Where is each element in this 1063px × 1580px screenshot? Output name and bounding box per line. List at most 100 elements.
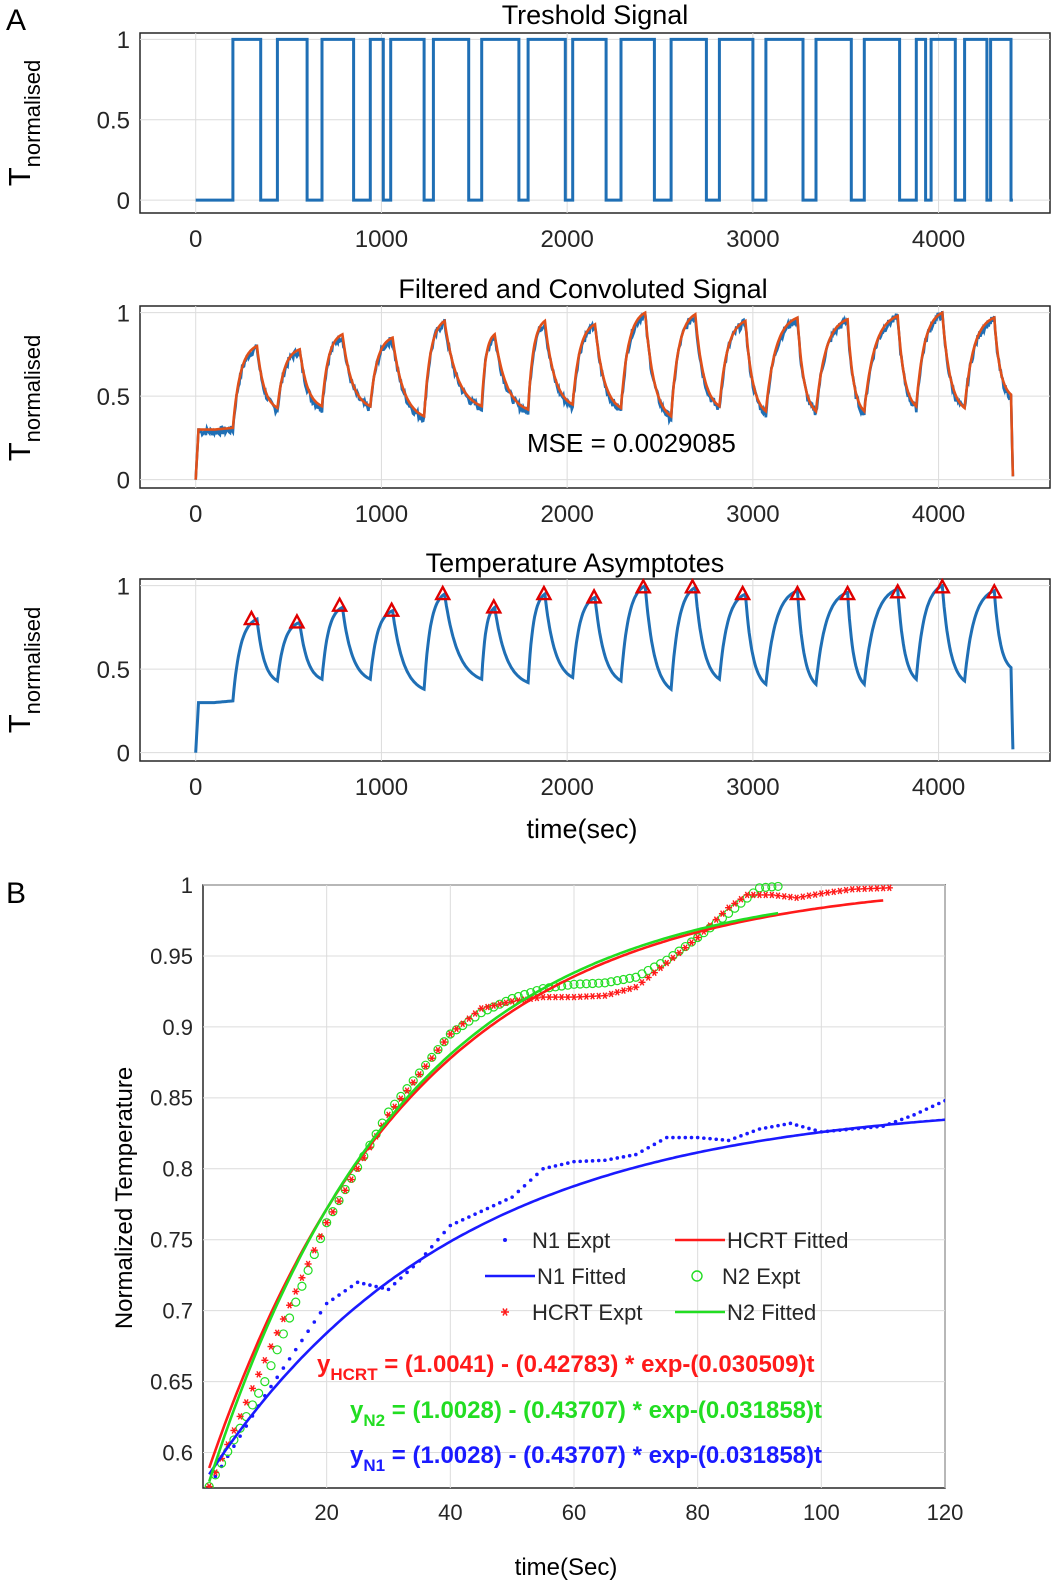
n2-expt-point — [229, 1435, 239, 1445]
n1-expt-point — [627, 1153, 632, 1158]
x-tick-label: 80 — [685, 1500, 709, 1525]
legend-label: HCRT Expt — [532, 1300, 642, 1325]
hcrt-expt-point — [619, 987, 627, 994]
y-axis-label-sub: normalised — [20, 60, 45, 168]
y-axis-label-sub: normalised — [20, 607, 45, 715]
fit-equation: yHCRT = (1.0041) - (0.42783) * exp-(0.03… — [317, 1351, 815, 1384]
x-tick-label: 60 — [562, 1500, 586, 1525]
asymptote-marker — [683, 577, 702, 594]
hcrt-expt-point — [848, 885, 856, 893]
hcrt-expt-point — [725, 904, 733, 912]
n1-expt-point — [343, 1288, 348, 1293]
n1-expt-point — [355, 1280, 360, 1285]
n2-expt-point — [587, 978, 598, 989]
x-tick-label: 0 — [189, 501, 202, 528]
n2-expt-point — [674, 946, 684, 956]
n1-expt-point — [436, 1237, 440, 1242]
n1-expt-point — [485, 1206, 490, 1211]
x-tick-label: 3000 — [726, 226, 779, 253]
hcrt-expt-point — [551, 993, 559, 1001]
hcrt-expt-point — [242, 1399, 250, 1406]
legend-item: N2 Fitted — [675, 1300, 816, 1325]
y-tick-label: 0.75 — [150, 1228, 193, 1253]
legend-label: N2 Fitted — [727, 1300, 816, 1325]
y-axis-label: Tnormalised — [2, 60, 45, 187]
hcrt-expt-point — [483, 1003, 491, 1011]
n2-expt-point — [445, 1029, 455, 1039]
y-tick-label: 0 — [117, 740, 130, 767]
y-tick-label: 1 — [181, 873, 193, 898]
n2-expt-point — [204, 1481, 214, 1488]
x-tick-label: 40 — [438, 1500, 462, 1525]
hcrt-expt-point — [453, 1025, 461, 1033]
hcrt-expt-point — [879, 884, 887, 892]
n1-expt-point — [522, 1183, 527, 1188]
hcrt-expt-point — [267, 1343, 275, 1350]
y-axis-label-sub: normalised — [20, 335, 45, 443]
n1-expt-point — [646, 1145, 650, 1150]
n2-expt-point — [680, 941, 690, 952]
x-tick-label: 4000 — [912, 774, 965, 801]
n1-expt-point — [918, 1110, 923, 1114]
asymptote-marker — [485, 597, 503, 614]
hcrt-expt-point — [298, 1274, 306, 1282]
n1-expt-point — [473, 1212, 477, 1216]
n1-expt-point — [281, 1366, 286, 1370]
hcrt-expt-point — [793, 894, 801, 902]
n1-expt-point — [541, 1166, 545, 1171]
n1-expt-point — [287, 1357, 292, 1361]
hcrt-expt-point — [545, 993, 553, 1001]
y-axis-label: Tnormalised — [2, 335, 45, 462]
mse-annotation: MSE = 0.0029085 — [527, 428, 736, 458]
hcrt-expt-point — [576, 993, 584, 1001]
n1-expt-point — [671, 1135, 675, 1140]
asymptote-marker — [634, 577, 652, 594]
n1-expt-point — [677, 1135, 681, 1140]
n1-expt-point — [528, 1178, 533, 1182]
x-axis-label: time(sec) — [526, 814, 637, 844]
hcrt-expt-point — [731, 900, 739, 907]
hcrt-expt-point — [595, 992, 603, 1000]
asymptote-marker — [788, 584, 806, 601]
y-axis-label-main: T — [2, 167, 37, 186]
grid-lines — [140, 306, 1050, 488]
hcrt-expt-point — [663, 959, 671, 967]
asymptote-marker — [933, 577, 951, 594]
n1-expt-point — [596, 1158, 601, 1163]
n1-expt-point — [578, 1159, 582, 1164]
hcrt-expt-point — [403, 1087, 411, 1094]
n1-expt-point — [337, 1293, 341, 1297]
n1-expt-point — [763, 1126, 768, 1130]
n1-expt-point — [788, 1121, 793, 1126]
hcrt-expt-point — [675, 949, 683, 957]
n2-expt-point — [297, 1281, 307, 1291]
panel-label-a: A — [6, 4, 26, 37]
hcrt-expt-point — [694, 934, 702, 941]
hcrt-expt-point — [286, 1301, 294, 1309]
n2-expt-point — [433, 1044, 443, 1055]
y-tick-label: 0.85 — [150, 1086, 193, 1111]
asymptote-marker — [242, 609, 260, 626]
chart-a3: 0 1000 2000 3000 4000 0 0.5 1 Temperature Asymp… — [2, 548, 1051, 844]
legend-label: HCRT Fitted — [727, 1228, 848, 1253]
n2-expt-point — [260, 1376, 270, 1387]
hcrt-expt-point — [644, 974, 652, 981]
hcrt-expt-point — [310, 1246, 318, 1254]
n2-expt-point — [291, 1297, 301, 1307]
hcrt-expt-point — [811, 891, 819, 898]
hcrt-expt-point — [341, 1186, 349, 1194]
n1-expt-point — [745, 1131, 749, 1136]
n1-expt-point — [782, 1122, 787, 1127]
legend-swatch-star — [501, 1308, 509, 1316]
hcrt-expt-point — [817, 890, 825, 897]
n1-expt-point — [238, 1434, 242, 1438]
y-axis-label-main: T — [2, 442, 37, 461]
equation-y: y — [350, 1397, 364, 1424]
n1-expt-point — [634, 1152, 638, 1157]
n1-expt-point — [429, 1245, 434, 1249]
n2-expt-point — [396, 1091, 406, 1102]
hcrt-expt-point — [780, 892, 788, 900]
chart-a2: 0 1000 2000 3000 4000 0 0.5 1 Filtered and Conv… — [2, 274, 1051, 528]
panel-label-b: B — [6, 877, 26, 910]
asymptote-marker — [383, 601, 401, 617]
